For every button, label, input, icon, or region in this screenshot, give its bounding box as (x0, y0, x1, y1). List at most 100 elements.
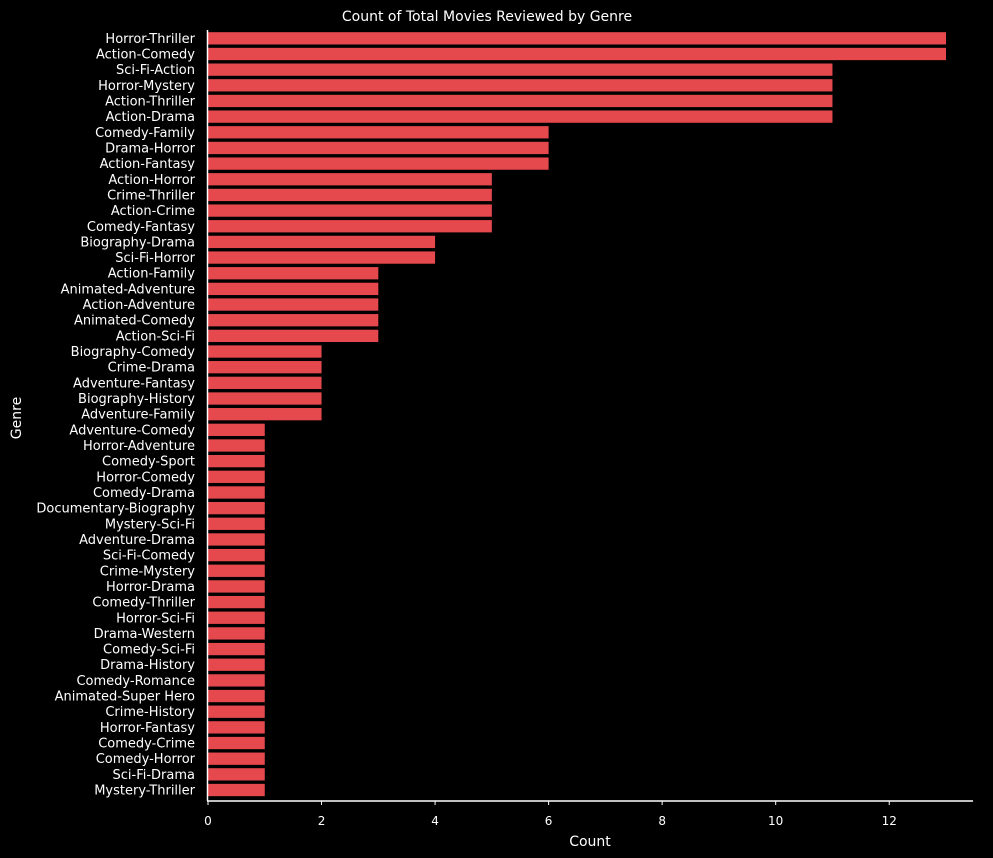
bar-comedy-crime (208, 736, 265, 750)
y-tick-label: Crime-History (105, 705, 195, 720)
bar-action-comedy (208, 47, 946, 61)
y-tick-label: Animated-Adventure (61, 282, 195, 297)
y-tick-label: Adventure-Fantasy (73, 376, 195, 391)
bar-adventure-comedy (208, 423, 265, 436)
bar-horror-adventure (208, 439, 265, 452)
y-tick-label: Horror-Mystery (98, 79, 195, 94)
y-tick-label: Crime-Mystery (100, 564, 196, 579)
y-tick-label: Comedy-Family (95, 126, 195, 141)
y-tick-label: Biography-Drama (80, 235, 195, 250)
y-tick-label: Sci-Fi-Action (116, 63, 195, 78)
bar-biography-comedy (208, 345, 322, 358)
y-tick-label: Action-Family (108, 267, 196, 282)
bar-adventure-drama (208, 533, 265, 546)
y-tick-label: Action-Comedy (96, 47, 195, 62)
bar-animated-super-hero (208, 689, 265, 703)
y-tick-label: Action-Sci-Fi (116, 329, 195, 344)
x-tick-label: 8 (658, 814, 666, 828)
y-tick-label: Action-Fantasy (100, 157, 196, 172)
y-tick-label: Comedy-Sport (102, 455, 195, 470)
y-tick-label: Comedy-Fantasy (87, 220, 195, 235)
bar-biography-drama (208, 235, 436, 249)
y-tick-label: Horror-Fantasy (100, 721, 195, 736)
y-tick-label: Comedy-Horror (96, 752, 196, 767)
bar-sci-fi-horror (208, 251, 436, 264)
bar-horror-comedy (208, 470, 265, 483)
y-tick-label: Biography-Comedy (71, 345, 196, 360)
y-tick-label: Horror-Adventure (83, 439, 195, 454)
bar-action-family (208, 267, 379, 280)
bar-animated-comedy (208, 314, 379, 327)
bar-adventure-family (208, 408, 322, 421)
x-tick-label: 0 (204, 814, 212, 828)
y-tick-label: Adventure-Family (81, 408, 195, 423)
bar-drama-history (208, 658, 265, 671)
bar-comedy-sci-fi (208, 642, 265, 656)
bar-drama-horror (208, 141, 549, 155)
bar-adventure-fantasy (208, 376, 322, 389)
bar-mystery-thriller (208, 783, 265, 797)
bar-horror-fantasy (208, 721, 265, 734)
bar-comedy-romance (208, 674, 265, 687)
y-tick-label: Crime-Thriller (107, 188, 196, 203)
x-tick-label: 10 (768, 814, 783, 828)
y-tick-label: Comedy-Thriller (92, 596, 195, 611)
y-tick-label: Biography-History (78, 392, 195, 407)
bar-drama-western (208, 627, 265, 640)
bar-horror-mystery (208, 79, 833, 92)
bar-animated-adventure (208, 282, 379, 296)
bar-horror-sci-fi (208, 611, 265, 624)
bar-comedy-fantasy (208, 220, 492, 233)
bar-comedy-family (208, 126, 549, 139)
x-tick-label: 2 (318, 814, 326, 828)
y-tick-label: Adventure-Comedy (69, 423, 195, 438)
y-tick-label: Horror-Comedy (96, 470, 195, 485)
y-tick-label: Drama-Horror (105, 141, 196, 156)
bar-action-horror (208, 173, 492, 186)
bar-sci-fi-drama (208, 768, 265, 781)
y-tick-label: Comedy-Crime (98, 737, 195, 752)
bar-action-thriller (208, 94, 833, 108)
y-tick-label: Sci-Fi-Drama (113, 768, 196, 783)
bar-crime-mystery (208, 564, 265, 577)
y-axis-title: Genre (9, 397, 25, 439)
y-tick-label: Comedy-Drama (93, 486, 195, 501)
y-tick-label: Drama-Western (94, 627, 195, 642)
y-tick-label: Horror-Sci-Fi (116, 611, 195, 626)
y-tick-label: Adventure-Drama (79, 533, 195, 548)
y-tick-label: Sci-Fi-Horror (115, 251, 195, 266)
y-tick-label: Action-Adventure (83, 298, 195, 313)
bar-horror-drama (208, 580, 265, 593)
bar-comedy-sport (208, 455, 265, 468)
bar-action-fantasy (208, 157, 549, 170)
y-tick-label: Mystery-Sci-Fi (105, 517, 195, 532)
bar-comedy-drama (208, 486, 265, 499)
bar-horror-thriller (208, 32, 946, 45)
y-tick-label: Mystery-Thriller (94, 784, 195, 799)
bar-crime-thriller (208, 188, 492, 202)
y-tick-label: Action-Drama (106, 110, 195, 125)
bar-crime-drama (208, 361, 322, 374)
bar-action-adventure (208, 298, 379, 311)
y-tick-label: Documentary-Biography (36, 502, 195, 517)
y-tick-label: Action-Crime (111, 204, 195, 219)
y-tick-label: Horror-Thriller (105, 32, 195, 47)
bar-action-drama (208, 110, 833, 123)
y-tick-label: Crime-Drama (108, 361, 195, 376)
y-tick-label: Drama-History (100, 658, 195, 673)
y-tick-label: Horror-Drama (106, 580, 195, 595)
x-tick-labels: 0 2 4 6 8 10 12 (204, 801, 897, 828)
y-tick-label: Animated-Super Hero (55, 690, 195, 705)
y-tick-label: Sci-Fi-Comedy (103, 549, 195, 564)
bar-crime-history (208, 705, 265, 718)
bar-documentary-biography (208, 501, 265, 515)
bar-action-sci-fi (208, 329, 379, 343)
chart-title: Count of Total Movies Reviewed by Genre (342, 9, 632, 25)
y-tick-label: Comedy-Romance (76, 674, 195, 689)
x-tick-label: 6 (545, 814, 553, 828)
bar-mystery-sci-fi (208, 517, 265, 530)
bar-action-crime (208, 204, 492, 217)
bar-sci-fi-comedy (208, 548, 265, 562)
